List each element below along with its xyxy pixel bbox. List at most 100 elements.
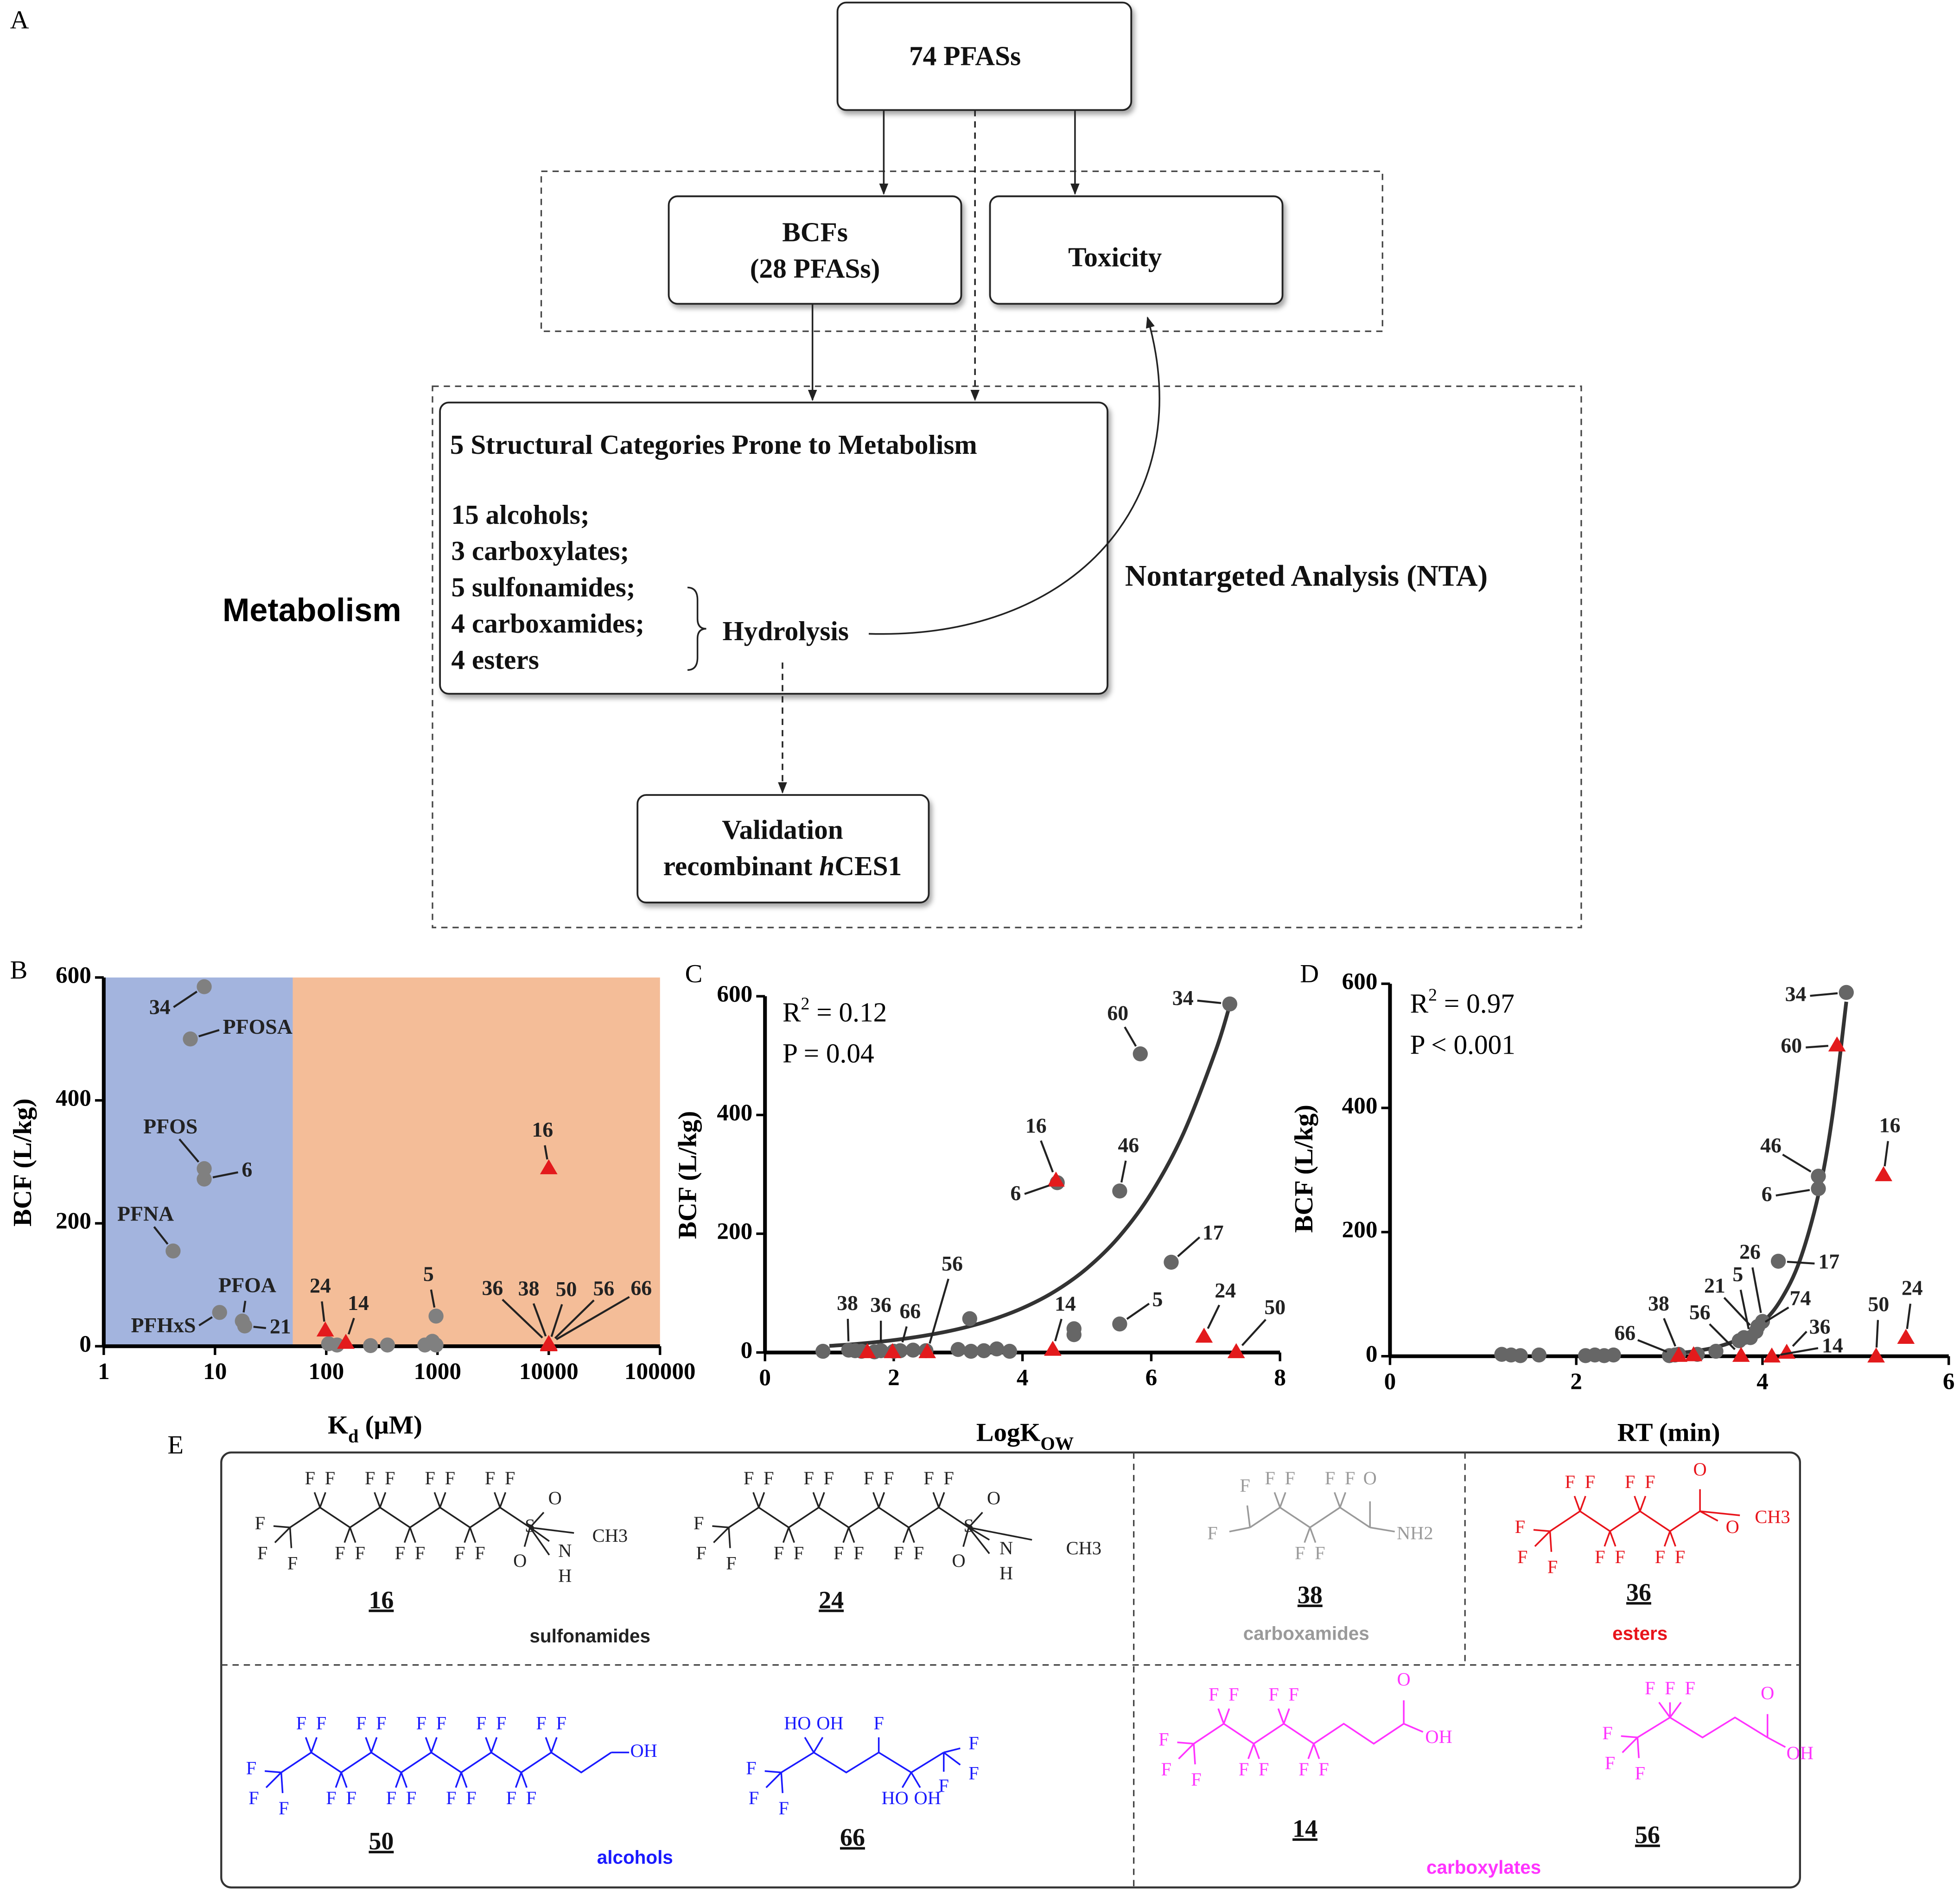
point — [1867, 1347, 1885, 1363]
data-label: 21 — [270, 1314, 291, 1338]
data-label: 38 — [837, 1291, 858, 1315]
atom-label: F — [356, 1712, 366, 1733]
atom-label: F — [1645, 1471, 1655, 1492]
atom-label: F — [526, 1787, 536, 1808]
atom-label: F — [1635, 1762, 1645, 1783]
point — [1002, 1343, 1018, 1359]
atom-label: F — [1240, 1475, 1250, 1496]
point — [337, 1334, 355, 1349]
atom-label: F — [446, 1787, 457, 1808]
atom-label: F — [1289, 1684, 1299, 1704]
bond — [1313, 1743, 1320, 1759]
point — [963, 1343, 979, 1359]
point — [212, 1305, 227, 1320]
bond — [878, 1492, 885, 1508]
bond — [782, 1527, 790, 1543]
atom-label: F — [914, 1543, 924, 1564]
x-axis-title-part: LogK — [976, 1418, 1040, 1447]
x-tick-label: 0 — [759, 1365, 771, 1391]
leader-line — [1739, 1290, 1750, 1329]
bond — [319, 1492, 326, 1508]
bond — [264, 1770, 281, 1774]
panel-letters: A B C D E — [10, 6, 1319, 1460]
x-axis-title: RT (min) — [1617, 1418, 1720, 1447]
y-tick-label: 400 — [717, 1100, 752, 1126]
x-tick-label: 10000 — [519, 1358, 579, 1385]
bond — [1573, 1495, 1581, 1512]
atom-label: F — [395, 1543, 405, 1564]
bond — [1223, 1708, 1230, 1724]
atom-label: F — [1161, 1759, 1172, 1780]
structure-number: 56 — [1635, 1821, 1660, 1849]
data-label: 36 — [870, 1293, 891, 1316]
bond — [938, 1492, 945, 1508]
bond — [1229, 1526, 1250, 1533]
bond — [848, 1527, 855, 1543]
bond — [728, 1527, 731, 1548]
bond — [713, 1526, 730, 1544]
atom-label: CH3 — [1755, 1507, 1790, 1527]
bond — [962, 1527, 970, 1547]
point — [1839, 985, 1854, 1000]
atom-label: F — [476, 1712, 487, 1733]
leader-line — [321, 1301, 325, 1322]
leader-line — [1124, 1026, 1137, 1047]
point — [1513, 1348, 1528, 1363]
bond — [1699, 1510, 1740, 1516]
stat-p: P < 0.001 — [1410, 1029, 1515, 1060]
y-axis-title: BCF (L/kg) — [673, 1111, 702, 1239]
text-part: h — [819, 851, 834, 881]
atom-label: F — [943, 1468, 954, 1488]
x-tick-label: 8 — [1274, 1365, 1286, 1391]
bond — [1334, 1492, 1341, 1508]
data-label: 24 — [310, 1274, 331, 1297]
leader-line — [929, 1278, 949, 1344]
atom-label: F — [853, 1543, 864, 1564]
x-axis-title: Kd (μM) — [328, 1411, 422, 1446]
data-label: 6 — [242, 1157, 252, 1181]
atom-label: F — [355, 1543, 365, 1564]
bond — [545, 1737, 552, 1753]
bond — [901, 1772, 912, 1788]
point — [815, 1343, 831, 1359]
bond — [968, 1512, 983, 1528]
bond-chain — [289, 1506, 531, 1529]
category: 4 carboxamides; — [451, 608, 644, 639]
point — [1606, 1347, 1621, 1363]
leader-line — [198, 1316, 213, 1327]
atom-label: F — [749, 1787, 759, 1808]
atom-label: F — [1228, 1684, 1239, 1704]
point — [165, 1243, 181, 1259]
point — [1811, 1169, 1826, 1184]
x-tick-label: 10 — [203, 1358, 227, 1385]
bond — [530, 1526, 574, 1534]
panel-box — [220, 1451, 1801, 1889]
bond — [758, 1492, 765, 1508]
data-label: 24 — [1215, 1278, 1236, 1302]
point — [950, 1342, 966, 1357]
data-label: PFNA — [117, 1202, 174, 1226]
y-tick-label: 600 — [56, 962, 91, 988]
bond — [289, 1527, 293, 1548]
atom-label: F — [774, 1543, 784, 1564]
stat-part: 2 — [1428, 985, 1437, 1005]
bond — [765, 1772, 782, 1788]
point — [1670, 1347, 1688, 1362]
bond-chain — [781, 1751, 944, 1774]
point — [197, 1161, 212, 1176]
panel-letter: A — [10, 6, 29, 35]
x-tick-label: 1000 — [414, 1358, 461, 1385]
node-box — [439, 401, 1108, 695]
bond — [340, 1772, 348, 1788]
bond — [1247, 1743, 1255, 1759]
bond-chain — [1193, 1723, 1405, 1745]
atom-label: F — [506, 1787, 517, 1808]
leader-line — [1040, 1140, 1054, 1173]
atom-label: F — [834, 1543, 844, 1564]
leader-line — [901, 1326, 908, 1343]
atom-label: F — [1595, 1546, 1605, 1567]
